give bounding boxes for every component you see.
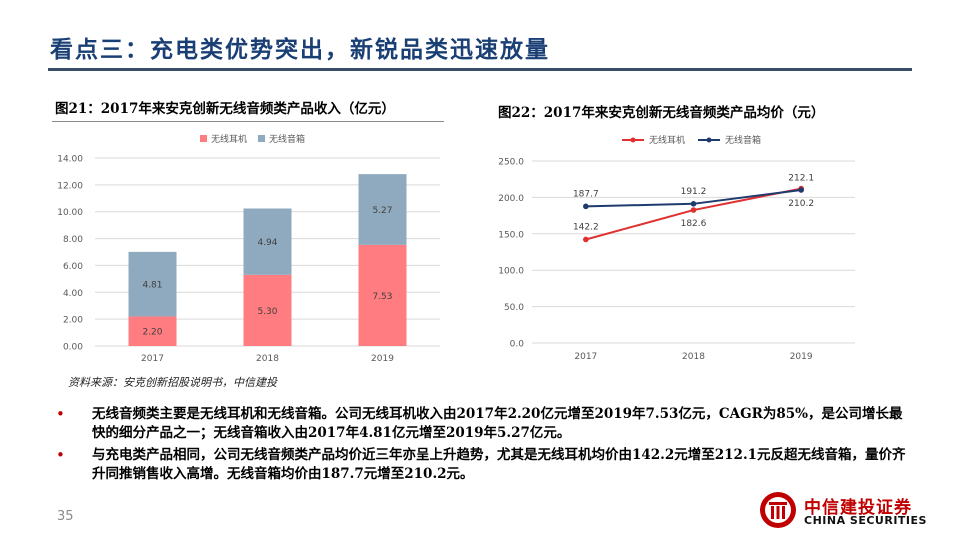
- legend-marker: [630, 137, 636, 143]
- bullet-dot-icon: •: [56, 405, 65, 423]
- legend-label: 无线音箱: [269, 133, 305, 145]
- data-label: 142.2: [573, 222, 599, 232]
- x-tick-label: 2017: [574, 352, 597, 362]
- x-tick-label: 2019: [371, 354, 394, 364]
- legend-label: 无线耳机: [211, 133, 247, 145]
- data-label: 182.6: [681, 219, 707, 229]
- bullet-item: • 无线音频类主要是无线耳机和无线音箱。公司无线耳机收入由2017年2.20亿元…: [50, 405, 910, 443]
- y-tick-label: 100.0: [498, 267, 524, 277]
- title-divider: [48, 68, 912, 71]
- y-tick-label: 12.00: [57, 181, 83, 191]
- bullet-list: • 无线音频类主要是无线耳机和无线音箱。公司无线耳机收入由2017年2.20亿元…: [50, 405, 910, 487]
- data-label: 187.7: [573, 189, 599, 199]
- bar-data-label: 7.53: [372, 292, 392, 302]
- legend-marker: [706, 137, 712, 143]
- y-tick-label: 8.00: [63, 235, 83, 245]
- bar-segment: [243, 274, 292, 346]
- legend-label: 无线音箱: [725, 134, 761, 146]
- legend-label: 无线耳机: [649, 134, 685, 146]
- bar-segment: [128, 251, 177, 317]
- data-label: 191.2: [681, 187, 707, 197]
- company-logo: 中信建投证券 CHINA SECURITIES: [758, 490, 926, 532]
- bar-data-label: 4.81: [142, 281, 162, 291]
- bar-data-label: 4.94: [257, 238, 277, 248]
- bullet-dot-icon: •: [56, 446, 65, 464]
- y-tick-label: 14.00: [57, 155, 83, 165]
- data-point: [583, 203, 589, 210]
- data-point: [583, 236, 589, 243]
- bullet-text: 与充电类产品相同，公司无线音频类产品均价近三年亦呈上升趋势，尤其是无线耳机均价由…: [92, 447, 906, 482]
- x-tick-label: 2018: [256, 354, 279, 364]
- data-label: 212.1: [788, 174, 814, 184]
- y-tick-label: 4.00: [63, 289, 83, 299]
- bar-segment: [358, 244, 407, 346]
- line-chart-caption: 图22：2017年来安克创新无线音频类产品均价（元）: [498, 105, 825, 121]
- logo-name-cn: 中信建投证券: [804, 498, 912, 518]
- y-tick-label: 6.00: [63, 262, 83, 272]
- avg-price-line-chart: 无线耳机 无线音箱 0.0 50.0 100.0 150.0 200.0 250.0 2017 2…: [498, 134, 855, 362]
- data-point: [690, 207, 697, 213]
- bullet-text: 无线音频类主要是无线耳机和无线音箱。公司无线耳机收入由2017年2.20亿元增至…: [92, 406, 903, 441]
- bar-data-label: 5.30: [257, 307, 277, 317]
- data-point: [690, 201, 697, 207]
- slide-title: 看点三：充电类优势突出，新锐品类迅速放量: [50, 37, 550, 63]
- x-tick-label: 2018: [682, 352, 705, 362]
- y-tick-label: 200.0: [498, 194, 524, 204]
- y-tick-label: 150.0: [498, 230, 524, 240]
- bar-segment: [128, 316, 177, 346]
- y-tick-label: 0.00: [63, 343, 83, 353]
- bar-chart-caption: 图21：2017年来安克创新无线音频类产品收入（亿元）: [55, 101, 395, 117]
- legend-swatch: [200, 135, 207, 142]
- data-point: [798, 187, 804, 193]
- y-tick-label: 0.0: [510, 340, 525, 350]
- legend-swatch: [258, 135, 265, 142]
- y-tick-label: 10.00: [57, 208, 83, 218]
- page-number: 35: [57, 509, 74, 524]
- y-tick-label: 250.0: [498, 158, 524, 168]
- bullet-item: • 与充电类产品相同，公司无线音频类产品均价近三年亦呈上升趋势，尤其是无线耳机均…: [50, 446, 910, 484]
- x-tick-label: 2017: [141, 354, 164, 364]
- caption-divider: [52, 121, 444, 122]
- data-label: 210.2: [788, 199, 814, 209]
- x-tick-label: 2019: [790, 352, 813, 362]
- company-seal-icon: [760, 492, 796, 528]
- bar-data-label: 5.27: [372, 206, 392, 216]
- y-tick-label: 50.0: [504, 303, 524, 313]
- revenue-bar-chart: 无线耳机 无线音箱 0.00 2.00 4.00 6.00 8.00 10.00 12.00 14…: [57, 133, 440, 364]
- bar-segment: [243, 208, 292, 275]
- bar-data-label: 2.20: [142, 328, 162, 338]
- source-note: 资料来源：安克创新招股说明书，中信建投: [68, 376, 277, 389]
- logo-name-en: CHINA SECURITIES: [804, 514, 927, 527]
- bar-segment: [358, 174, 407, 245]
- y-tick-label: 2.00: [63, 316, 83, 326]
